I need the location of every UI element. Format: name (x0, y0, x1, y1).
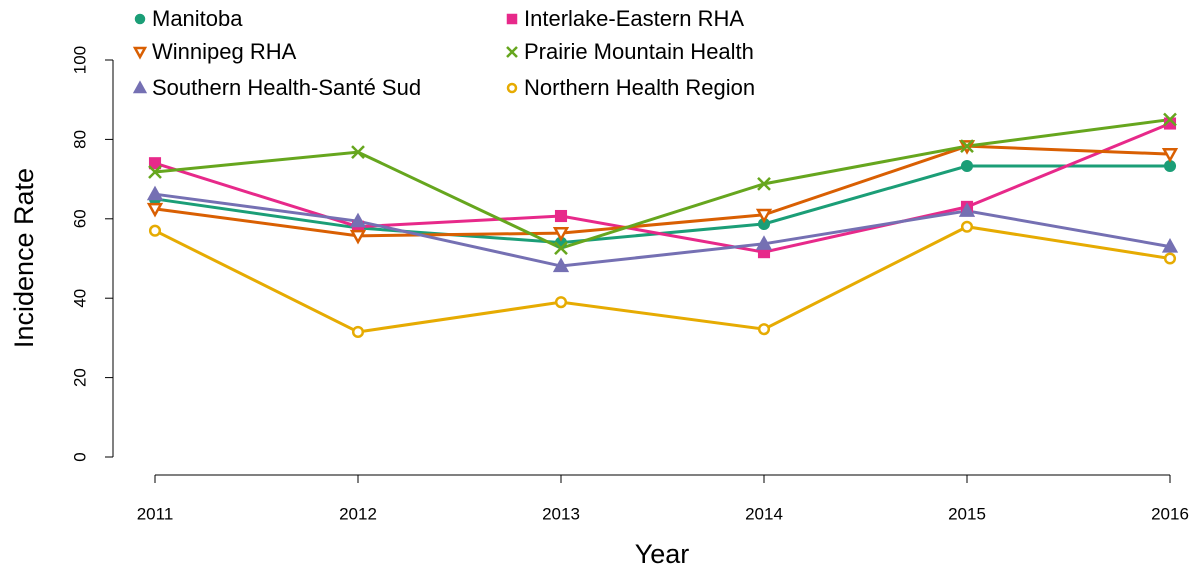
point (1161, 148, 1179, 163)
legend-marker (134, 13, 146, 25)
point (146, 185, 164, 201)
legend-marker (132, 46, 148, 60)
x-tick-label: 2016 (1151, 504, 1189, 523)
point (757, 323, 771, 336)
point (755, 208, 773, 224)
point (552, 227, 570, 242)
point (1163, 112, 1177, 127)
legend-label: Southern Health-Santé Sud (152, 75, 421, 100)
y-axis-label: Incidence Rate (9, 168, 39, 348)
point (554, 241, 568, 256)
point (755, 235, 773, 250)
series-line (154, 192, 1171, 268)
x-tick-label: 2014 (745, 504, 783, 523)
point (554, 209, 568, 223)
y-tick-label: 60 (70, 209, 89, 228)
y-tick-label: 100 (70, 46, 89, 74)
point (148, 224, 162, 237)
legend-label: Manitoba (152, 6, 243, 31)
y-tick-label: 20 (70, 368, 89, 387)
point (148, 157, 162, 170)
series-line (154, 118, 1171, 250)
point (554, 296, 568, 309)
point (148, 165, 162, 179)
y-tick-label: 80 (70, 130, 89, 149)
point (351, 145, 365, 159)
legend-marker (506, 46, 518, 58)
series-line (154, 225, 1171, 334)
point (552, 257, 570, 273)
point (1163, 252, 1177, 265)
point (960, 159, 974, 173)
y-tick-label: 40 (70, 289, 89, 308)
point (960, 139, 974, 154)
legend-marker (132, 80, 148, 94)
series-line (154, 122, 1171, 254)
point (757, 176, 771, 191)
legend-label: Winnipeg RHA (152, 39, 297, 64)
series-line (154, 164, 1170, 245)
x-tick-label: 2011 (137, 504, 174, 523)
point (958, 202, 976, 217)
y-tick-label: 0 (70, 452, 89, 461)
x-tick-label: 2015 (948, 504, 986, 523)
point (351, 325, 365, 338)
point (960, 220, 974, 233)
legend-marker (506, 13, 518, 25)
legend-label: Interlake-Eastern RHA (524, 6, 744, 31)
x-axis-label: Year (635, 539, 690, 569)
legend-label: Prairie Mountain Health (524, 39, 754, 64)
legend-label: Northern Health Region (524, 75, 755, 100)
point (349, 229, 367, 245)
x-tick-label: 2012 (339, 504, 377, 523)
point (146, 202, 164, 218)
point (349, 212, 367, 228)
series-line (154, 144, 1171, 238)
point (1161, 238, 1179, 253)
x-tick-label: 2013 (542, 504, 580, 523)
legend-marker (506, 82, 518, 94)
